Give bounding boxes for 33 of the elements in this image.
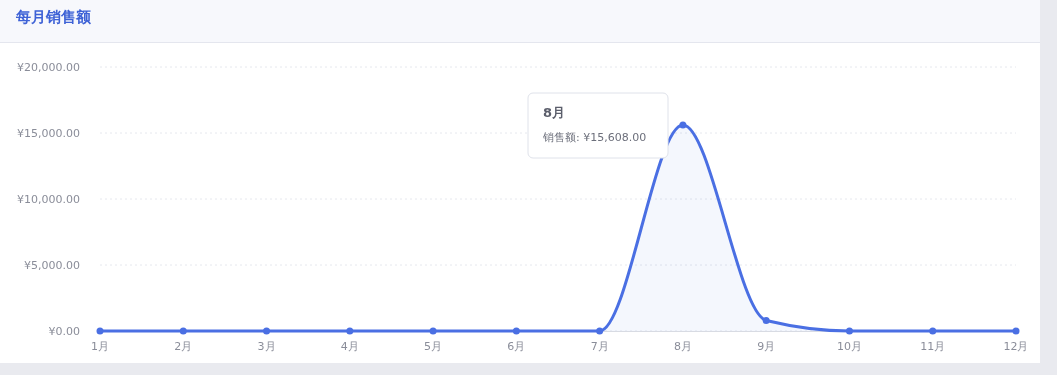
x-tick-label: 7月 <box>590 340 609 353</box>
x-tick-label: 8月 <box>673 340 692 353</box>
x-tick-label: 2月 <box>174 340 193 353</box>
point <box>96 327 104 335</box>
point <box>596 327 604 335</box>
annotation: 8月 <box>543 105 566 120</box>
x-tick-label: 1月 <box>91 340 109 353</box>
y-tick-label: ¥10,000.00 <box>17 193 80 206</box>
x-tick-label: 12月 <box>1003 340 1029 353</box>
y-tick-label: ¥20,000.00 <box>17 61 80 74</box>
point <box>346 327 354 335</box>
point <box>1012 327 1020 335</box>
x-tick-label: 5月 <box>424 340 443 353</box>
point <box>679 121 687 129</box>
x-tick-label: 3月 <box>257 340 276 353</box>
x-tick-label: 4月 <box>340 340 359 353</box>
point <box>179 327 187 335</box>
tooltip: 8月 销售额: ¥15,608.00 <box>527 92 669 159</box>
y-tick-label: ¥0.00 <box>48 325 80 338</box>
point <box>429 327 437 335</box>
x-tick-label: 11月 <box>920 340 946 353</box>
x-tick-label: 10月 <box>836 340 862 353</box>
x-tick-label: 6月 <box>507 340 526 353</box>
point <box>929 327 937 335</box>
point <box>512 327 520 335</box>
point <box>845 327 853 335</box>
chart-title: 每月销售额 <box>15 8 92 26</box>
y-tick-label: ¥5,000.00 <box>24 259 80 272</box>
y-tick-label: ¥15,000.00 <box>17 127 80 140</box>
x-tick-label: 9月 <box>757 340 776 353</box>
annotation: 销售额: ¥15,608.00 <box>542 131 647 144</box>
point <box>263 327 271 335</box>
point <box>762 316 770 324</box>
